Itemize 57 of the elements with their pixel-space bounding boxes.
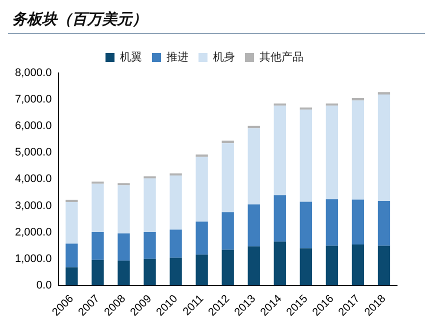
bar [170, 175, 182, 230]
bar [118, 185, 130, 234]
y-tick-label: 6,000.0 [15, 120, 52, 132]
bar [66, 200, 78, 202]
bar [118, 260, 130, 286]
bar [326, 106, 338, 200]
bar [196, 254, 208, 286]
bar [222, 250, 234, 286]
y-tick-label: 4,000.0 [15, 173, 52, 186]
bar [170, 230, 182, 258]
bar [222, 143, 234, 212]
bar [300, 202, 312, 248]
bar [352, 200, 364, 244]
bar [92, 260, 104, 286]
bar [92, 184, 104, 232]
bar [248, 204, 260, 246]
y-tick-label: 7,000.0 [15, 94, 52, 106]
y-tick-label: 0.0 [36, 279, 52, 292]
bar [66, 244, 78, 268]
bar [196, 222, 208, 255]
bar [352, 98, 364, 100]
bar [248, 128, 260, 204]
bar [352, 100, 364, 200]
bar [248, 246, 260, 286]
bar [300, 248, 312, 286]
bar [222, 212, 234, 250]
bar [326, 246, 338, 286]
bar [66, 267, 78, 286]
bar [274, 242, 286, 286]
bar [66, 202, 78, 244]
y-tick-label: 2,000.0 [15, 226, 52, 238]
bar [378, 200, 390, 246]
bar [170, 258, 182, 286]
bar [196, 154, 208, 157]
bar [118, 233, 130, 261]
bar [144, 178, 156, 232]
legend-label: 推进 [166, 50, 188, 64]
bar [352, 244, 364, 286]
bar [92, 232, 104, 260]
y-tick-label: 3,000.0 [15, 200, 52, 212]
y-tick-label: 1,000.0 [15, 252, 52, 265]
bar [196, 156, 208, 222]
bar [274, 106, 286, 196]
legend-label: 机翼 [120, 50, 142, 64]
bar [300, 110, 312, 202]
y-tick-label: 8,000.0 [15, 67, 52, 80]
bar [378, 94, 390, 201]
legend-label: 机身 [213, 50, 235, 64]
bar [274, 195, 286, 242]
chart-title: 务板块（百万美元） [8, 8, 425, 34]
bar [222, 140, 234, 144]
bar [144, 258, 156, 286]
bar [326, 199, 338, 246]
y-tick-label: 5,000.0 [15, 146, 52, 159]
bar [144, 232, 156, 259]
bar [378, 246, 390, 286]
legend-label: 其他产品 [260, 50, 304, 64]
